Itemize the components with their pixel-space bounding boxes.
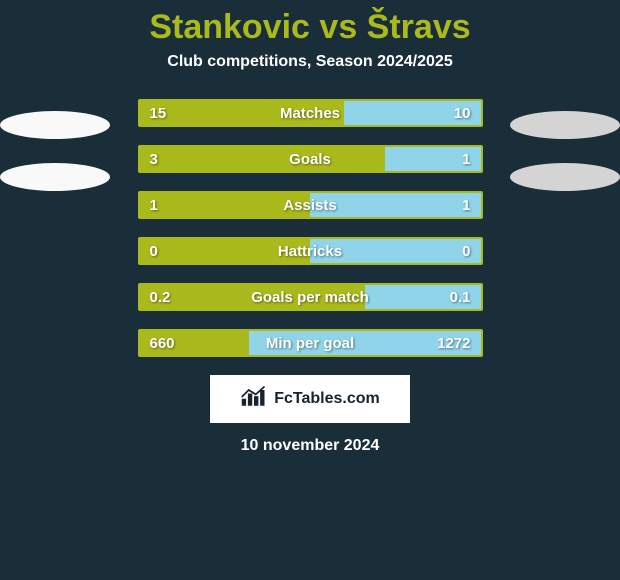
stat-row: 3Goals1 — [138, 145, 483, 173]
stat-left-value: 0.2 — [140, 285, 181, 309]
stat-bars: 15Matches10 3Goals1 1Assists1 0Hattricks0 0.… — [138, 99, 483, 357]
stat-left-value: 3 — [140, 147, 168, 171]
right-crest — [510, 111, 620, 139]
chart-icon — [240, 386, 268, 413]
footer-date: 10 november 2024 — [0, 437, 620, 455]
stat-left-value: 0 — [140, 239, 168, 263]
page-subtitle: Club competitions, Season 2024/2025 — [0, 53, 620, 71]
left-crest — [0, 163, 110, 191]
stat-right-value: 1 — [452, 193, 480, 217]
stat-right-value: 1 — [452, 147, 480, 171]
stat-left-value: 660 — [140, 331, 185, 355]
page-title: Stankovic vs Štravs — [0, 0, 620, 47]
stat-row: 0Hattricks0 — [138, 237, 483, 265]
stat-right-value: 0 — [452, 239, 480, 263]
stat-row: 660Min per goal1272 — [138, 329, 483, 357]
stat-right-value: 10 — [444, 101, 481, 125]
right-crest — [510, 163, 620, 191]
left-crest — [0, 111, 110, 139]
stat-right-value: 0.1 — [440, 285, 481, 309]
left-crests-column — [0, 99, 115, 215]
source-badge: FcTables.com — [210, 375, 410, 423]
source-label: FcTables.com — [274, 390, 380, 408]
stat-fill — [140, 147, 386, 171]
stat-left-value: 15 — [140, 101, 177, 125]
right-crests-column — [505, 99, 620, 215]
stat-row: 0.2Goals per match0.1 — [138, 283, 483, 311]
stat-row: 1Assists1 — [138, 191, 483, 219]
comparison-chart: 15Matches10 3Goals1 1Assists1 0Hattricks0 0.… — [0, 99, 620, 357]
stat-left-value: 1 — [140, 193, 168, 217]
stat-row: 15Matches10 — [138, 99, 483, 127]
stat-right-value: 1272 — [427, 331, 480, 355]
